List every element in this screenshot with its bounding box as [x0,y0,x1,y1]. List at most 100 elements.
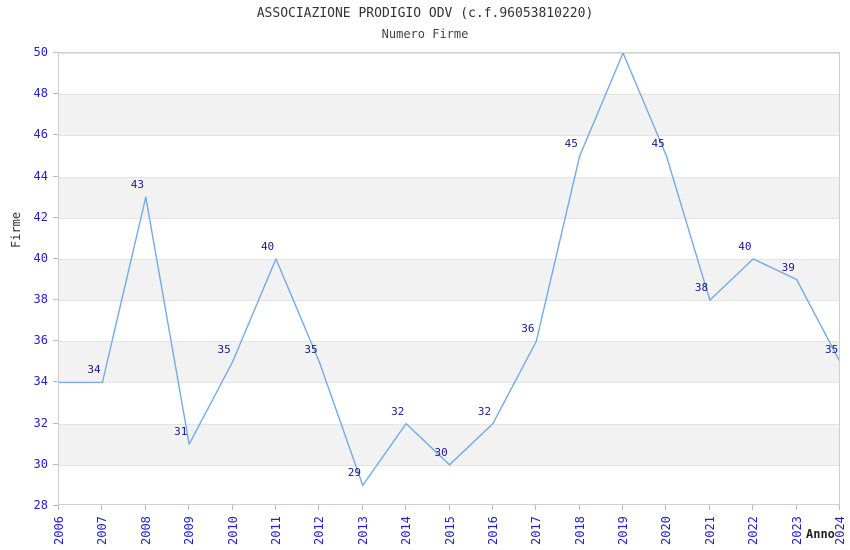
x-tick-label: 2011 [268,516,283,545]
data-point-label: 35 [825,342,839,356]
chart-subtitle: Numero Firme [381,27,469,41]
background-band [59,258,839,301]
data-series-line [59,53,839,487]
y-tick-label: 40 [33,250,48,265]
data-point-label: 35 [217,342,231,356]
data-point-label: 45 [651,136,665,150]
data-point-label: 40 [738,239,752,253]
gridline [59,135,839,136]
y-tick-label: 46 [33,127,48,142]
x-tick-mark [796,505,797,510]
y-tick-mark [53,134,58,135]
y-tick-label: 44 [33,168,48,183]
x-tick-label: 2016 [485,516,500,545]
x-tick-mark [188,505,189,510]
y-tick-label: 28 [33,498,48,512]
x-tick-mark [145,505,146,510]
x-tick-mark [579,505,580,510]
gridline [59,465,839,466]
x-tick-mark [232,505,233,510]
data-point-label: 43 [130,178,145,192]
x-tick-mark [709,505,710,510]
x-tick-label: 2006 [52,516,66,545]
x-tick-label: 2012 [312,516,327,545]
data-point-label: 38 [694,281,709,295]
gridline [59,259,839,260]
x-tick-mark [405,505,406,510]
y-tick-mark [53,299,58,300]
gridline [59,53,839,54]
x-tick-mark [752,505,753,510]
x-tick-label: 2022 [746,516,761,545]
data-point-label: 31 [174,425,188,439]
x-tick-mark [839,505,840,510]
x-tick-mark [362,505,363,510]
y-tick-mark [53,52,58,53]
gridline [59,341,839,342]
x-tick-label: 2017 [529,516,544,545]
data-point-labels: 34344331354035293230323645504538403935 [58,52,840,505]
x-tick-mark [492,505,493,510]
y-tick-mark [53,93,58,94]
y-tick-label: 30 [33,456,48,471]
y-tick-mark [53,381,58,382]
x-tick-label: 2007 [95,516,110,545]
x-tick-label: 2023 [789,516,804,545]
gridline [59,424,839,425]
data-point-label: 32 [477,404,492,418]
x-axis-label: Anno [806,527,835,541]
y-tick-mark [53,505,58,506]
data-point-label: 39 [781,260,795,274]
x-tick-mark [535,505,536,510]
gridline [59,382,839,383]
plot-area [58,52,840,505]
y-tick-mark [53,464,58,465]
data-point-label: 35 [304,342,318,356]
x-tick-label: 2021 [702,516,717,545]
y-tick-mark [53,423,58,424]
x-tick-mark [318,505,319,510]
data-point-label: 30 [434,445,448,459]
data-point-label: 34 [87,363,101,377]
x-tick-mark [275,505,276,510]
y-tick-mark [53,217,58,218]
y-tick-label: 34 [33,374,48,389]
gridline [59,177,839,178]
data-point-label: 32 [391,404,405,418]
y-tick-label: 32 [33,415,48,430]
gridline [59,300,839,301]
data-point-label: 29 [347,466,361,480]
x-tick-label: 2015 [442,516,457,545]
background-band [59,94,839,136]
background-band [59,341,839,383]
x-tick-mark [101,505,102,510]
y-tick-label: 36 [33,333,48,348]
x-tick-mark [622,505,623,510]
x-tick-mark [665,505,666,510]
y-tick-label: 38 [33,292,48,307]
chart-title: ASSOCIAZIONE PRODIGIO ODV (c.f.960538102… [256,6,594,21]
y-tick-label: 42 [33,209,48,224]
x-tick-label: 2013 [355,516,370,545]
y-tick-mark [53,176,58,177]
data-point-label: 45 [564,136,578,150]
x-tick-label: 2014 [399,516,414,545]
x-tick-label: 2024 [833,516,847,545]
gridline [59,218,839,219]
x-tick-label: 2008 [138,516,153,545]
y-tick-label: 48 [33,86,48,101]
y-tick-label: 50 [33,45,48,59]
data-point-label: 40 [260,239,275,253]
data-point-label: 36 [521,322,535,336]
x-tick-label: 2019 [616,516,631,545]
gridline [59,94,839,95]
y-tick-mark [53,340,58,341]
x-tick-mark [449,505,450,510]
background-band [59,176,839,218]
x-tick-label: 2009 [182,516,197,545]
x-tick-label: 2010 [225,516,240,545]
x-tick-label: 2020 [659,516,674,545]
